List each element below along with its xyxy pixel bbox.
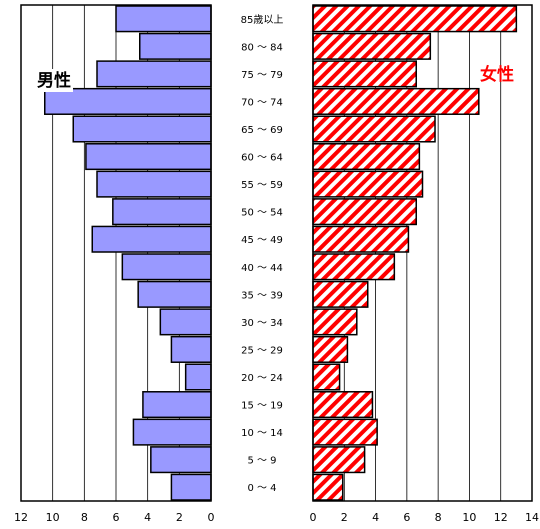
male-tick-label: 12	[14, 511, 28, 524]
female-bar	[312, 170, 424, 198]
age-group-label: 0 ～ 4	[247, 483, 276, 494]
female-gridlines	[343, 5, 502, 501]
female-bar	[312, 115, 436, 143]
age-group-label: 85歳以上	[241, 14, 284, 26]
female-bar	[312, 391, 374, 419]
age-group-label: 15 ～ 19	[241, 401, 283, 412]
male-tick-label: 10	[46, 511, 60, 524]
female-bar	[312, 32, 432, 60]
male-plot-frame	[20, 4, 212, 502]
female-bar	[312, 87, 480, 115]
female-bar	[312, 253, 396, 281]
female-tick-label: 8	[435, 511, 442, 524]
female-bar	[312, 308, 358, 336]
age-group-label: 65 ～ 69	[241, 125, 283, 136]
male-bar	[72, 115, 212, 143]
male-axis-ticks: 12 10 8 6 4 2 0	[14, 511, 215, 524]
female-bar	[312, 5, 518, 33]
male-bar	[170, 473, 212, 501]
female-tick-label: 2	[341, 511, 348, 524]
female-axis-ticks: 0 2 4 6 8 10 12 14	[310, 511, 540, 524]
male-tick-label: 2	[176, 511, 183, 524]
female-bar	[312, 143, 421, 171]
age-group-label: 20 ～ 24	[241, 373, 283, 384]
male-bar	[85, 143, 212, 171]
age-group-label: 70 ～ 74	[241, 97, 283, 108]
age-group-label: 30 ～ 34	[241, 318, 283, 329]
female-bar	[312, 473, 344, 501]
age-group-label: 25 ～ 29	[241, 345, 283, 356]
female-tick-label: 10	[462, 511, 476, 524]
male-bar	[112, 198, 212, 226]
male-gridlines	[52, 5, 180, 501]
female-bar	[312, 60, 417, 88]
age-group-labels: 85歳以上 80 ～ 84 75 ～ 79 70 ～ 74 65 ～ 69 60 ～ 64…	[241, 14, 284, 494]
male-bars	[44, 5, 212, 501]
female-bar	[312, 225, 410, 253]
male-bar	[150, 446, 212, 474]
female-tick-label: 12	[494, 511, 508, 524]
female-bar	[312, 363, 341, 391]
male-tick-label: 4	[144, 511, 151, 524]
male-bar	[44, 87, 212, 115]
male-bar	[139, 32, 212, 60]
age-group-label: 40 ～ 44	[241, 263, 283, 274]
male-bar	[96, 60, 212, 88]
age-group-label: 10 ～ 14	[241, 428, 283, 439]
age-group-label: 50 ～ 54	[241, 208, 283, 219]
male-bar	[137, 280, 212, 308]
age-group-label: 80 ～ 84	[241, 42, 283, 53]
female-series-label: 女性	[480, 64, 514, 85]
female-bar	[312, 418, 378, 446]
age-group-label: 60 ～ 64	[241, 153, 283, 164]
male-series-label: 男性	[37, 70, 71, 91]
male-tick-label: 0	[208, 511, 215, 524]
age-group-label: 55 ～ 59	[241, 180, 283, 191]
male-bar	[170, 335, 212, 363]
female-tick-label: 4	[372, 511, 379, 524]
male-bar	[96, 170, 212, 198]
male-bar	[142, 391, 212, 419]
male-label-background	[35, 69, 73, 92]
age-group-label: 45 ～ 49	[241, 235, 283, 246]
male-bar	[121, 253, 212, 281]
female-bar	[312, 198, 417, 226]
female-tick-label: 0	[310, 511, 317, 524]
male-bar	[159, 308, 212, 336]
male-tick-label: 8	[81, 511, 88, 524]
female-bar	[312, 280, 369, 308]
female-bar	[312, 335, 349, 363]
age-group-label: 5 ～ 9	[247, 456, 276, 467]
age-group-label: 75 ～ 79	[241, 70, 283, 81]
age-group-label: 35 ～ 39	[241, 290, 283, 301]
male-bar	[91, 225, 212, 253]
female-tick-label: 14	[525, 511, 539, 524]
female-bar	[312, 446, 366, 474]
female-plot-frame	[312, 4, 533, 502]
male-bar	[184, 363, 212, 391]
male-tick-label: 6	[113, 511, 120, 524]
male-bar	[132, 418, 212, 446]
female-tick-label: 6	[403, 511, 410, 524]
male-bar	[115, 5, 212, 33]
